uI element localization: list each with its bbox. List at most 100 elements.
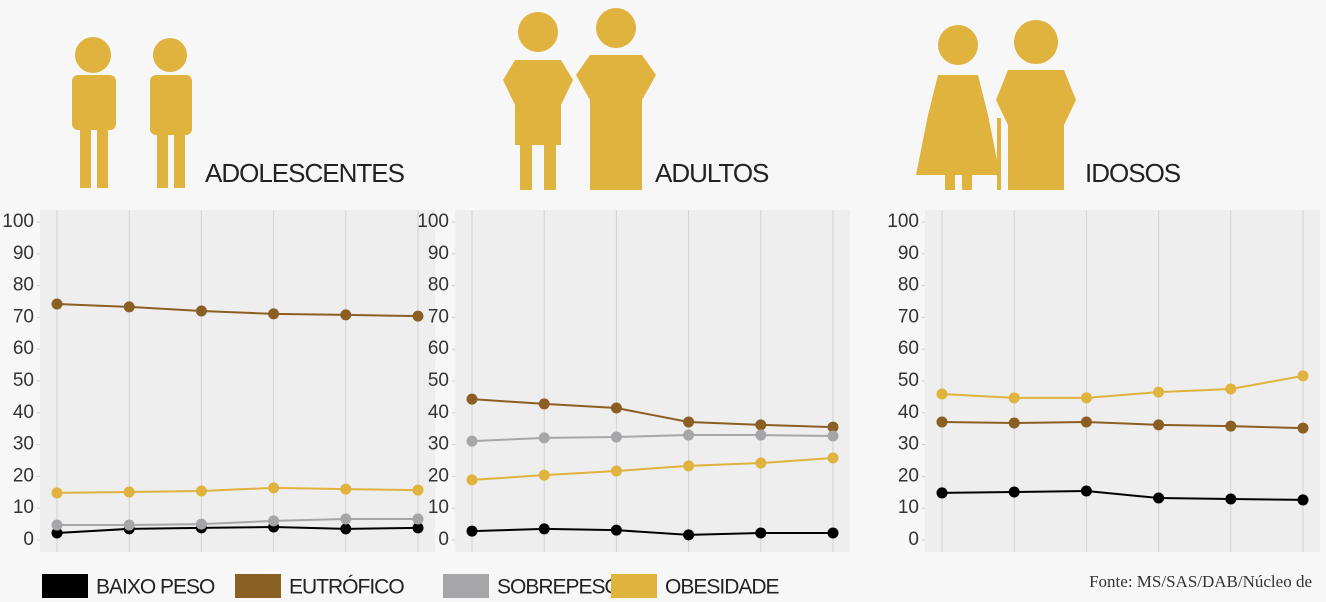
legend-swatch (443, 574, 489, 598)
data-point (467, 436, 478, 447)
y-tick-label: 60 (13, 338, 34, 359)
data-point (1153, 387, 1164, 398)
data-point (196, 519, 207, 530)
plot-area (925, 210, 1320, 552)
data-point (196, 486, 207, 497)
legend-swatch (42, 574, 88, 598)
data-point (539, 470, 550, 481)
chart: Fonte: MS/SAS/DAB/Núcleo de ADOLESCENTES… (0, 0, 1326, 602)
data-point (413, 514, 424, 525)
data-point (340, 523, 351, 534)
y-tick-label: 90 (898, 243, 919, 264)
data-point (937, 487, 948, 498)
y-tick-label: 0 (438, 529, 449, 550)
data-point (828, 431, 839, 442)
data-point (937, 389, 948, 400)
data-point (755, 419, 766, 430)
data-point (196, 306, 207, 317)
chart-title: IDOSOS (1085, 158, 1181, 188)
data-point (683, 460, 694, 471)
data-point (413, 311, 424, 322)
page: {"chart_data":[ {"type":"line","title":"… (0, 0, 1326, 602)
data-point (611, 525, 622, 536)
legend-label: BAIXO PESO (96, 576, 215, 599)
data-point (755, 528, 766, 539)
icon-elderly (916, 20, 1076, 190)
y-tick-label: 80 (428, 275, 449, 296)
legend-swatch (235, 574, 281, 598)
y-tick-label: 30 (898, 434, 919, 455)
data-point (124, 301, 135, 312)
data-point (755, 458, 766, 469)
y-tick-label: 70 (428, 306, 449, 327)
icon-adults (503, 8, 656, 190)
data-point (1298, 494, 1309, 505)
data-point (52, 299, 63, 310)
data-point (539, 398, 550, 409)
source-note: Fonte: MS/SAS/DAB/Núcleo de (1089, 572, 1312, 591)
y-tick-label: 50 (428, 370, 449, 391)
y-tick-label: 100 (2, 211, 34, 232)
data-point (340, 484, 351, 495)
data-point (1009, 486, 1020, 497)
data-point (1298, 370, 1309, 381)
data-point (124, 520, 135, 531)
data-point (828, 452, 839, 463)
y-tick-label: 80 (898, 275, 919, 296)
data-point (52, 487, 63, 498)
data-point (1009, 417, 1020, 428)
data-point (413, 485, 424, 496)
y-tick-label: 20 (13, 465, 34, 486)
y-tick-label: 50 (13, 370, 34, 391)
y-tick-label: 0 (908, 529, 919, 550)
plot-area (455, 210, 850, 552)
data-point (268, 515, 279, 526)
data-point (1153, 419, 1164, 430)
data-point (611, 403, 622, 414)
data-point (683, 430, 694, 441)
data-point (755, 430, 766, 441)
data-point (467, 526, 478, 537)
y-tick-label: 60 (428, 338, 449, 359)
y-tick-label: 50 (898, 370, 919, 391)
data-point (937, 417, 948, 428)
y-tick-label: 90 (428, 243, 449, 264)
y-tick-label: 20 (898, 465, 919, 486)
data-point (268, 308, 279, 319)
y-tick-label: 20 (428, 465, 449, 486)
legend-swatch (611, 574, 657, 598)
legend-label: EUTRÓFICO (289, 576, 404, 599)
data-point (467, 394, 478, 405)
y-tick-label: 10 (898, 497, 919, 518)
legend-label: OBESIDADE (665, 576, 780, 599)
data-point (539, 523, 550, 534)
y-tick-label: 10 (428, 497, 449, 518)
y-tick-label: 60 (898, 338, 919, 359)
data-point (124, 486, 135, 497)
data-point (1298, 423, 1309, 434)
y-tick-label: 40 (898, 402, 919, 423)
data-point (611, 465, 622, 476)
y-tick-label: 70 (13, 306, 34, 327)
data-point (467, 474, 478, 485)
y-tick-label: 80 (13, 275, 34, 296)
y-tick-label: 70 (898, 306, 919, 327)
data-point (1153, 493, 1164, 504)
data-point (1225, 493, 1236, 504)
y-tick-label: 100 (417, 211, 449, 232)
y-tick-label: 100 (887, 211, 919, 232)
legend-label: SOBREPESO (497, 576, 621, 599)
plot-area (40, 210, 435, 552)
data-point (683, 417, 694, 428)
y-tick-label: 40 (13, 402, 34, 423)
chart-title: ADULTOS (655, 158, 769, 188)
chart-title: ADOLESCENTES (205, 158, 405, 188)
data-point (340, 309, 351, 320)
data-point (1225, 383, 1236, 394)
data-point (52, 520, 63, 531)
y-tick-label: 30 (428, 434, 449, 455)
data-point (1081, 417, 1092, 428)
data-point (1225, 421, 1236, 432)
data-point (828, 528, 839, 539)
data-point (611, 431, 622, 442)
